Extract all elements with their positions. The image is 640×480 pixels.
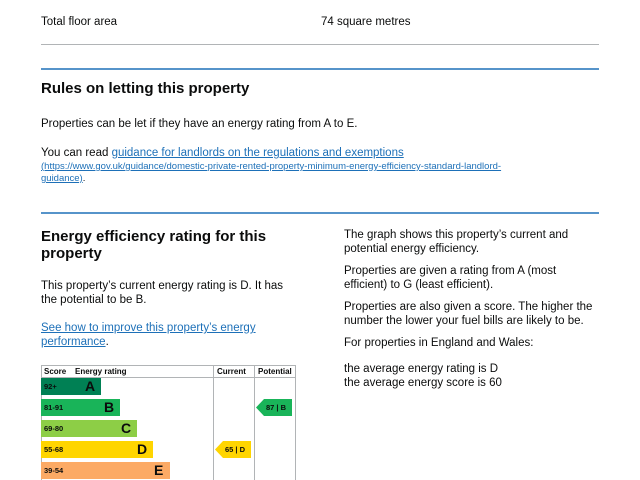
epc-band-score: 39-54 <box>44 466 64 475</box>
epc-band-letter: B <box>104 399 115 415</box>
current-rating-line2: the potential to be B. <box>41 294 147 306</box>
epc-band-d: 55-68 D <box>41 441 153 458</box>
side-p5-line2: the average energy score is 60 <box>344 377 502 389</box>
side-p2-line1: Properties are given a rating from A (mo… <box>344 265 557 277</box>
side-text: The graph shows this property’s current … <box>344 228 609 390</box>
guidance-suffix: . <box>82 173 86 184</box>
epc-current-arrow-label: 65 | D <box>225 445 246 454</box>
current-rating-text: This property’s current energy rating is… <box>41 279 283 307</box>
improve-suffix: . <box>105 336 109 348</box>
epc-band-b: 81-91 B <box>41 399 120 416</box>
epc-potential-arrow-label: 87 | B <box>266 403 287 412</box>
guidance-url[interactable]: (https://www.gov.uk/guidance/domestic-pr… <box>41 161 601 185</box>
epc-divider <box>41 377 296 378</box>
section-divider <box>41 68 599 70</box>
guidance-link[interactable]: guidance for landlords on the regulation… <box>111 147 404 159</box>
current-rating-line1: This property’s current energy rating is… <box>41 280 284 292</box>
epc-header-current: Current <box>217 367 246 376</box>
floor-area-value: 74 square metres <box>321 16 411 28</box>
side-p3-line1: Properties are also given a score. The h… <box>344 301 593 313</box>
guidance-paragraph: You can read guidance for landlords on t… <box>41 146 601 160</box>
epc-current-arrow: 65 | D <box>215 441 251 458</box>
efficiency-heading-line2: property <box>41 245 102 262</box>
side-p1-line2: potential energy efficiency. <box>344 243 480 255</box>
improve-link-line1[interactable]: See how to improve this property’s energ… <box>41 322 256 334</box>
guidance-url-line2[interactable]: guidance) <box>41 173 83 184</box>
side-p2-line2: efficient) to G (least efficient). <box>344 279 494 291</box>
epc-band-a: 92+ A <box>41 378 101 395</box>
improve-link-line2[interactable]: performance <box>41 336 106 348</box>
letting-heading: Rules on letting this property <box>41 80 250 97</box>
side-p4: For properties in England and Wales: <box>344 337 534 349</box>
epc-band-letter: E <box>154 462 164 478</box>
efficiency-heading-line1: Energy efficiency rating for this <box>41 228 267 245</box>
epc-potential-arrow: 87 | B <box>256 399 292 416</box>
guidance-prefix: You can read <box>41 147 112 159</box>
guidance-url-line1[interactable]: (https://www.gov.uk/guidance/domestic-pr… <box>41 161 502 172</box>
floor-area-label: Total floor area <box>41 16 118 28</box>
letting-paragraph: Properties can be let if they have an en… <box>41 118 358 130</box>
epc-band-c: 69-80 C <box>41 420 137 437</box>
side-p5-line1: the average energy rating is D <box>344 363 499 375</box>
side-p1-line1: The graph shows this property’s current … <box>344 229 569 241</box>
epc-header-potential: Potential <box>258 367 292 376</box>
epc-chart: Score Energy rating Current Potential 92… <box>41 365 297 480</box>
epc-header-rating: Energy rating <box>75 367 127 376</box>
epc-divider <box>213 365 214 480</box>
epc-band-letter: A <box>85 378 96 394</box>
epc-band-score: 92+ <box>44 382 57 391</box>
epc-band-letter: D <box>137 441 148 457</box>
side-p3-line2: number the lower your fuel bills are lik… <box>344 315 584 327</box>
epc-band-score: 81-91 <box>44 403 64 412</box>
epc-divider <box>254 365 255 480</box>
epc-band-score: 55-68 <box>44 445 64 454</box>
epc-header-score: Score <box>44 367 67 376</box>
efficiency-heading: Energy efficiency rating for this proper… <box>41 228 266 262</box>
section-divider <box>41 212 599 214</box>
epc-band-letter: C <box>121 420 132 436</box>
improve-link-block[interactable]: See how to improve this property’s energ… <box>41 321 256 349</box>
divider <box>41 44 599 45</box>
epc-band-score: 69-80 <box>44 424 64 433</box>
epc-band-e: 39-54 E <box>41 462 170 479</box>
